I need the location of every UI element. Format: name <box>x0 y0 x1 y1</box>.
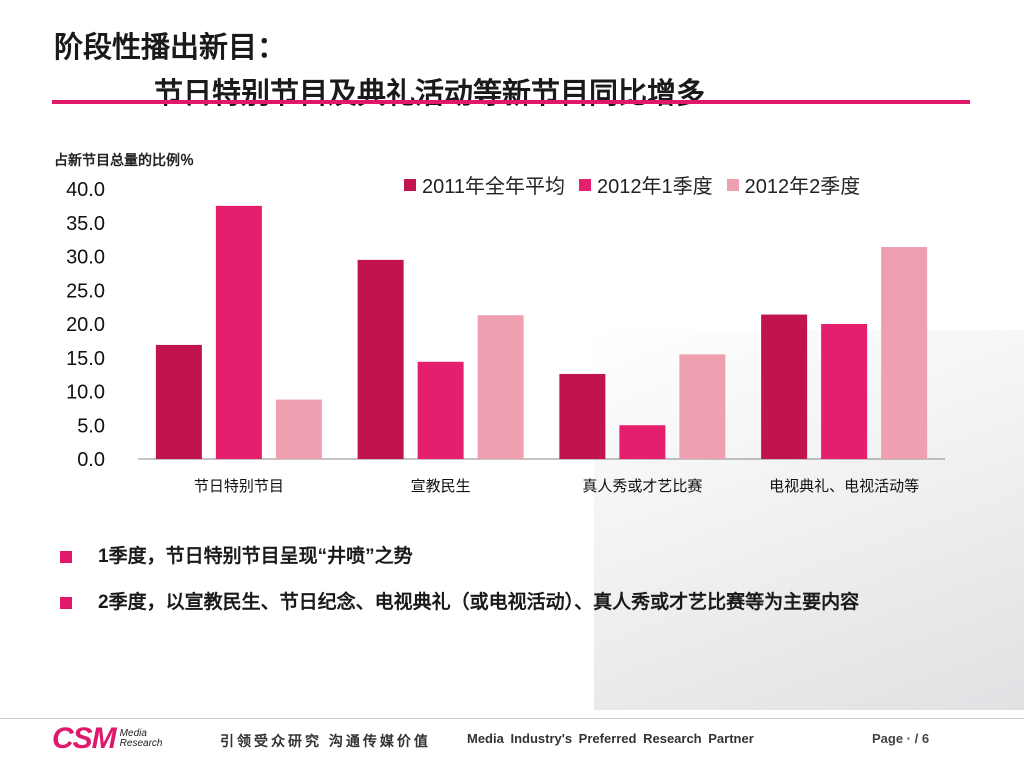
slide-title-line2: 节日特别节目及典礼活动等新节目同比增多 <box>154 78 706 110</box>
bar <box>477 315 524 459</box>
bar <box>357 259 404 459</box>
footer-slogan: 引领受众研究 沟通传媒价值 <box>220 733 431 749</box>
y-tick-label: 40.0 <box>66 179 105 201</box>
y-tick-label: 25.0 <box>66 280 105 302</box>
bar <box>155 344 202 459</box>
y-tick-label: 10.0 <box>66 382 105 404</box>
logo-subtext: Media Research <box>120 729 163 749</box>
logo-sub-research: Research <box>119 738 163 749</box>
y-tick-label: 5.0 <box>77 415 105 437</box>
legend-swatch <box>404 178 416 191</box>
bar <box>679 354 726 459</box>
y-tick-label: 0.0 <box>77 449 105 471</box>
slide-title-line1: 阶段性播出新目： <box>54 32 287 64</box>
x-tick-label: 节日特别节目 <box>194 478 284 495</box>
y-tick-label: 30.0 <box>66 247 105 269</box>
page-number: Page · / 6 <box>872 731 930 746</box>
chart-legend: 2011年全年平均 2012年1季度 2012年2季度 <box>404 170 860 199</box>
legend-label: 2012年2季度 <box>744 176 861 198</box>
bullet-text: 1季度，节日特别节目呈现“井喷”之势 <box>98 546 413 567</box>
x-tick-label: 真人秀或才艺比赛 <box>582 477 702 495</box>
csm-logo: CSM Media Research <box>52 722 162 756</box>
legend-label: 2011年全年平均 <box>422 176 566 198</box>
legend-swatch <box>726 178 739 191</box>
bullet-text: 2季度，以宣教民生、节日纪念、电视典礼（或电视活动）、真人秀或才艺比赛等为主要内… <box>98 592 860 613</box>
bar <box>215 205 262 459</box>
footer-divider <box>0 718 1024 719</box>
bullet-square-icon <box>60 551 72 563</box>
legend-item: 2011年全年平均 <box>404 170 565 199</box>
bar-chart: 0.0 5.0 10.0 15.0 20.0 25.0 30.0 35.0 40.0 节日特别节目… <box>66 179 945 495</box>
bullet-item: 1季度，节日特别节目呈现“井喷”之势 <box>60 542 413 572</box>
footer-tagline: Media Industry's Preferred Research Part… <box>467 731 754 746</box>
bar <box>821 324 868 459</box>
logo-sub-media: Media <box>119 728 147 739</box>
legend-swatch <box>579 178 592 191</box>
legend-label: 2012年1季度 <box>597 176 713 198</box>
x-tick-label: 宣教民生 <box>411 478 471 495</box>
x-tick-label: 电视典礼、电视活动等 <box>769 477 919 495</box>
bullet-square-icon <box>60 597 72 609</box>
bar <box>559 373 606 459</box>
legend-item: 2012年2季度 <box>726 170 861 199</box>
y-tick-label: 35.0 <box>66 213 105 235</box>
logo-text: CSM <box>52 722 117 755</box>
bar <box>881 247 928 459</box>
y-tick-label: 20.0 <box>66 314 105 336</box>
bullet-item: 2季度，以宣教民生、节日纪念、电视典礼（或电视活动）、真人秀或才艺比赛等为主要内… <box>60 588 970 618</box>
title-underline <box>52 100 970 104</box>
background-decoration <box>594 330 1024 710</box>
legend-item: 2012年1季度 <box>579 170 713 199</box>
y-axis-label: 占新节目总量的比例％ <box>54 152 194 168</box>
bar <box>761 314 808 459</box>
bar <box>417 361 464 459</box>
bar <box>275 399 322 459</box>
bar <box>619 425 666 459</box>
y-tick-label: 15.0 <box>66 348 105 370</box>
